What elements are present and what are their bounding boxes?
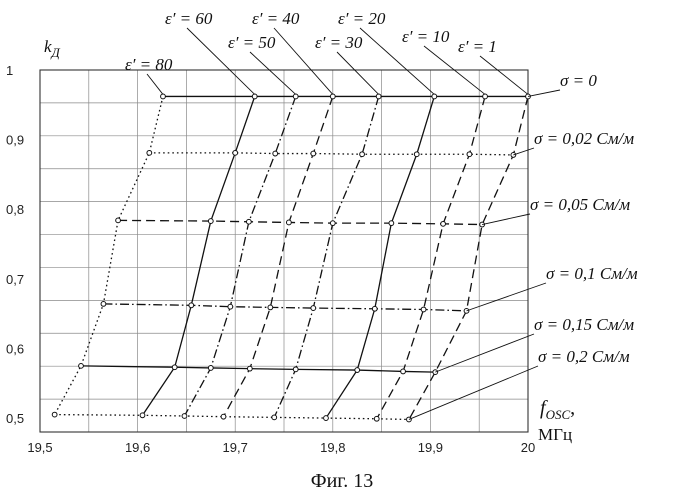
data-point [330,221,335,226]
data-point [432,94,437,99]
x-tick-label: 19,9 [418,440,443,455]
y-axis-label: kД [44,37,61,60]
sigma-label: σ = 0 [560,71,597,90]
data-point [116,218,121,223]
labels: kД fOSC, МГц ε′ = 80 ε′ = 60 ε′ = 50 ε′ = 4… [44,9,638,444]
axes: 19,5 19,6 19,7 19,8 19,9 20 0,5 0,6 0,7 0,8 0,9 1 [6,63,535,455]
eps-label: ε′ = 60 [165,9,213,28]
grid [40,70,528,432]
data-point [273,151,278,156]
eps-label: ε′ = 80 [125,55,173,74]
data-point [172,365,177,370]
sigma-curve [103,304,466,311]
data-point [52,412,57,417]
eps-label: ε′ = 10 [402,27,450,46]
sigma-curve [55,415,409,420]
eps-leader-line [147,74,163,94]
sigma-label: σ = 0,15 См/м [534,315,634,334]
data-point [182,414,187,419]
y-tick-label: 0,6 [6,341,24,356]
x-tick-label: 20 [521,440,535,455]
chart: 19,5 19,6 19,7 19,8 19,9 20 0,5 0,6 0,7 0,8 0,9 1 k… [0,0,684,470]
x-axis-unit: МГц [538,425,572,444]
data-point [372,306,377,311]
data-point [441,221,446,226]
data-point [208,219,213,224]
data-point [389,221,394,226]
data-point [268,305,273,310]
data-point [311,151,316,156]
eps-label: ε′ = 50 [228,33,276,52]
sigma-label: σ = 0,2 См/м [538,347,630,366]
data-point [293,94,298,99]
sigma-leader-line [528,90,560,96]
data-point [376,94,381,99]
eps-curve [409,96,528,419]
curves [55,96,528,419]
eps-label: ε′ = 1 [458,37,497,56]
data-point [161,94,166,99]
y-tick-label: 0,5 [6,411,24,426]
eps-label: ε′ = 30 [315,33,363,52]
x-tick-label: 19,8 [320,440,345,455]
data-point [293,367,298,372]
data-point [374,416,379,421]
y-tick-label: 0,9 [6,133,24,148]
sigma-curve [118,220,482,224]
sigma-label: σ = 0,1 См/м [546,264,638,283]
data-point [272,415,277,420]
sigma-leader-line [482,214,530,225]
data-point [330,94,335,99]
data-points [52,94,530,422]
data-point [311,306,316,311]
sigma-leader-line [513,148,534,155]
y-tick-label: 0,8 [6,202,24,217]
data-point [483,94,488,99]
data-point [414,152,419,157]
eps-leader-line [337,52,379,94]
eps-leader-line [480,56,528,94]
sigma-label: σ = 0,02 См/м [534,129,634,148]
x-tick-label: 19,6 [125,440,150,455]
data-point [467,152,472,157]
data-point [252,94,257,99]
data-point [228,304,233,309]
sigma-leader-line [467,283,546,311]
data-point [189,303,194,308]
data-point [355,368,360,373]
sigma-label: σ = 0,05 См/м [530,195,630,214]
data-point [360,152,365,157]
data-point [221,414,226,419]
data-point [246,219,251,224]
data-point [247,366,252,371]
x-tick-label: 19,5 [27,440,52,455]
y-tick-label: 1 [6,63,13,78]
sigma-curve [81,366,435,372]
data-point [233,150,238,155]
data-point [324,416,329,421]
data-point [511,153,516,158]
x-tick-label: 19,7 [223,440,248,455]
x-axis-label: fOSC, [540,397,575,422]
data-point [421,307,426,312]
sigma-curve [149,153,513,155]
data-point [101,302,106,307]
data-point [208,366,213,371]
eps-leader-line [250,52,296,94]
data-point [140,413,145,418]
eps-label: ε′ = 20 [338,9,386,28]
eps-curve [377,96,485,418]
sigma-leader-line [409,366,538,419]
data-point [79,363,84,368]
data-point [147,150,152,155]
data-point [286,220,291,225]
figure-caption: Фиг. 13 [0,470,684,493]
y-tick-label: 0,7 [6,272,24,287]
data-point [401,369,406,374]
eps-label: ε′ = 40 [252,9,300,28]
